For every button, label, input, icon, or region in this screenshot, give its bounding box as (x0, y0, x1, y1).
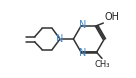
Text: N: N (79, 48, 87, 58)
Text: N: N (56, 34, 64, 44)
Text: CH₃: CH₃ (95, 60, 110, 69)
Text: N: N (79, 20, 87, 30)
Text: OH: OH (104, 12, 119, 22)
